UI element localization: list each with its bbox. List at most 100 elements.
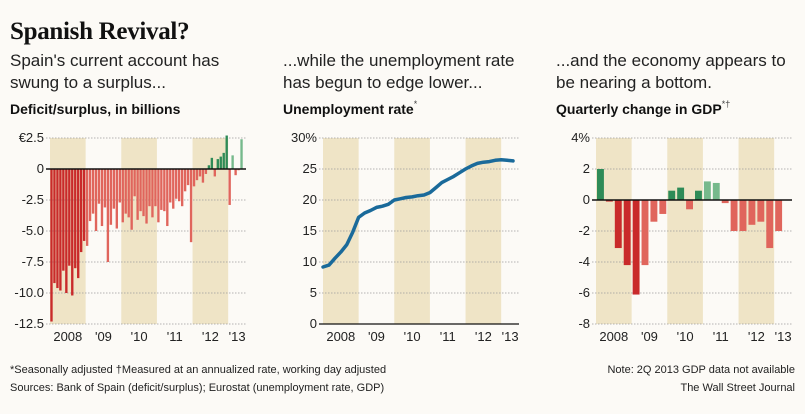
bar — [201, 169, 205, 183]
bar — [157, 169, 160, 223]
x-tick-label: '10 — [404, 329, 421, 344]
x-tick-label: '13 — [229, 329, 246, 344]
bar — [177, 169, 181, 202]
bar — [79, 169, 83, 253]
bar — [712, 182, 720, 200]
bar — [118, 169, 121, 203]
x-tick-label: '13 — [502, 329, 519, 344]
y-tick-label: -12.5 — [14, 316, 44, 331]
bar — [106, 169, 110, 262]
bar — [74, 169, 77, 269]
y-tick-label: 0 — [583, 192, 590, 207]
headline: Spanish Revival? — [10, 18, 190, 45]
bar — [56, 169, 59, 289]
bar — [757, 200, 765, 222]
y-tick-label: 2 — [583, 161, 590, 176]
bar — [100, 169, 104, 227]
y-tick-label: -6 — [578, 285, 590, 300]
y-tick-label: 20 — [303, 192, 317, 207]
bar — [721, 200, 729, 204]
x-tick-label: '11 — [440, 329, 456, 344]
x-tick-label: '11 — [167, 329, 183, 344]
y-tick-label: 25 — [303, 161, 317, 176]
x-tick-label: 2008 — [599, 329, 628, 344]
bar — [703, 181, 711, 200]
bar — [641, 200, 649, 266]
bar — [166, 169, 169, 227]
bar — [650, 200, 658, 222]
y-tick-label: -8 — [578, 316, 590, 331]
footnote-symbols: *Seasonally adjusted †Measured at an ann… — [10, 364, 387, 376]
bar — [133, 169, 136, 197]
panel2-note: * — [413, 99, 418, 109]
bar — [163, 169, 166, 212]
bar — [192, 169, 196, 187]
y-tick-label: -4 — [578, 254, 590, 269]
bar — [160, 169, 163, 210]
bar — [175, 169, 178, 199]
bar — [85, 169, 89, 246]
y-tick-label: 0 — [310, 316, 317, 331]
bar — [623, 200, 631, 266]
bar — [148, 169, 151, 207]
bar — [240, 139, 243, 169]
bar — [695, 190, 702, 200]
bar — [234, 169, 237, 176]
bar — [50, 169, 53, 322]
bar — [68, 169, 71, 266]
bar — [219, 156, 222, 169]
bar — [632, 200, 640, 295]
bar — [172, 169, 175, 209]
bar — [686, 200, 693, 210]
bar — [228, 169, 231, 205]
bar — [154, 169, 157, 207]
bar — [59, 169, 62, 291]
bar — [225, 135, 228, 169]
bar — [213, 169, 216, 177]
bar — [71, 169, 74, 296]
footnote-sources: Sources: Bank of Spain (deficit/surplus)… — [10, 382, 385, 394]
bar — [127, 169, 130, 218]
bar — [97, 169, 101, 204]
bar — [91, 169, 95, 214]
x-tick-label: '10 — [677, 329, 694, 344]
bar — [151, 169, 154, 218]
bar — [668, 190, 676, 200]
y-tick-label: -10.0 — [14, 285, 44, 300]
bar — [775, 200, 783, 231]
bar — [77, 169, 80, 279]
bar — [88, 169, 92, 222]
bar — [730, 200, 738, 231]
bar — [103, 169, 107, 208]
x-tick-label: 2008 — [53, 329, 82, 344]
bar — [677, 187, 685, 200]
bar — [189, 169, 193, 243]
bar — [124, 169, 127, 214]
bar — [766, 200, 774, 249]
x-tick-label: '10 — [131, 329, 148, 344]
x-tick-label: '11 — [713, 329, 729, 344]
y-tick-label: 15 — [303, 223, 317, 238]
x-tick-label: '12 — [748, 329, 765, 344]
footnote-credit: The Wall Street Journal — [680, 382, 795, 394]
y-tick-label: 4% — [571, 130, 590, 145]
bar — [739, 200, 747, 231]
x-tick-label: '13 — [775, 329, 792, 344]
bar — [198, 169, 202, 177]
unemployment-chart: 30% 25 20 15 10 5 0 2008 '09 '10 '11 '12 '13 — [291, 130, 519, 344]
x-tick-label: '09 — [95, 329, 112, 344]
bar — [186, 169, 190, 186]
x-tick-label: 2008 — [326, 329, 355, 344]
y-tick-label: -5.0 — [22, 223, 44, 238]
y-tick-label: 10 — [303, 254, 317, 269]
bar — [94, 169, 98, 231]
deficit-surplus-chart: €2.5 0 -2.5 -5.0 -7.5 -10.0 -12.5 2008 '09 '10 '11… — [14, 130, 246, 344]
bar — [748, 200, 756, 225]
bar — [231, 155, 234, 169]
panel1-deck: Spain's current account has swung to a s… — [10, 51, 220, 92]
bar — [82, 169, 86, 241]
panel3-title: Quarterly change in GDP*† — [556, 99, 731, 117]
y-tick-label: 5 — [310, 285, 317, 300]
bar — [115, 169, 118, 229]
footnote-note: Note: 2Q 2013 GDP data not available — [607, 364, 795, 376]
